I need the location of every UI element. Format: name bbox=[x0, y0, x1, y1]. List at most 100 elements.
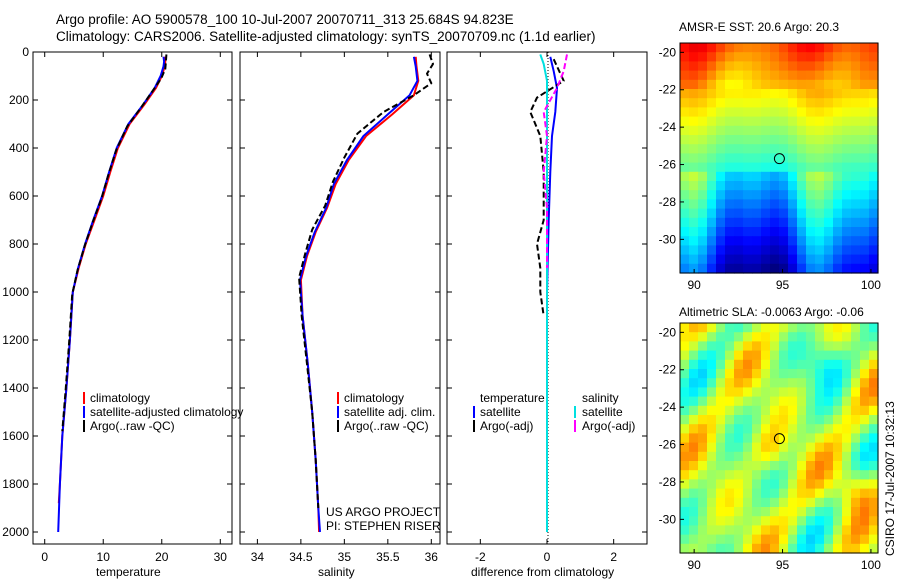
heatmap-cell bbox=[806, 190, 816, 200]
heatmap-cell bbox=[743, 415, 753, 425]
heatmap-cell bbox=[716, 396, 726, 407]
salinity-axes-frame bbox=[239, 51, 441, 545]
heatmap-cell bbox=[689, 470, 699, 480]
heatmap-cell bbox=[824, 162, 834, 173]
heatmap-cell bbox=[716, 171, 726, 182]
heatmap-cell bbox=[779, 153, 789, 164]
heatmap-cell bbox=[860, 144, 870, 154]
series-line-argo bbox=[61, 54, 168, 432]
heatmap-cell bbox=[833, 98, 843, 108]
heatmap-cell bbox=[833, 516, 843, 526]
heatmap-cell bbox=[797, 516, 807, 526]
heatmap-cell bbox=[833, 208, 843, 219]
heatmap-cell bbox=[761, 470, 771, 480]
heatmap-cell bbox=[842, 98, 852, 108]
heatmap-cell bbox=[689, 497, 699, 508]
heatmap-cell bbox=[842, 507, 852, 517]
heatmap-cell bbox=[779, 98, 789, 108]
heatmap-cell bbox=[842, 43, 852, 53]
heatmap-cell bbox=[806, 433, 816, 444]
heatmap-cell bbox=[770, 332, 780, 342]
heatmap-cell bbox=[689, 387, 699, 398]
heatmap-cell bbox=[788, 135, 798, 145]
heatmap-cell bbox=[752, 116, 762, 127]
legend-label-sal-satellite: satellite bbox=[582, 405, 623, 419]
heatmap-cell bbox=[689, 543, 699, 554]
heatmap-cell bbox=[743, 70, 753, 81]
heatmap-cell bbox=[851, 332, 861, 342]
heatmap-cell bbox=[725, 488, 735, 499]
heatmap-cell bbox=[743, 98, 753, 108]
sst-argo-location-marker bbox=[773, 153, 785, 165]
heatmap-cell bbox=[716, 208, 726, 219]
heatmap-cell bbox=[842, 217, 852, 228]
heatmap-cell bbox=[725, 341, 735, 352]
heatmap-cell bbox=[797, 116, 807, 127]
heatmap-cell bbox=[716, 359, 726, 370]
heatmap-cell bbox=[680, 525, 690, 536]
heatmap-cell bbox=[869, 497, 879, 508]
heatmap-cell bbox=[806, 534, 816, 545]
heatmap-cell bbox=[833, 405, 843, 416]
heatmap-cell bbox=[806, 525, 816, 536]
heatmap-cell bbox=[761, 263, 771, 274]
heatmap-cell bbox=[716, 43, 726, 53]
heatmap-cell bbox=[743, 135, 753, 145]
heatmap-cell bbox=[797, 378, 807, 388]
heatmap-cell bbox=[824, 415, 834, 425]
heatmap-cell bbox=[707, 543, 717, 554]
heatmap-cell bbox=[725, 424, 735, 434]
heatmap-cell bbox=[707, 516, 717, 526]
heatmap-cell bbox=[761, 236, 771, 246]
heatmap-cell bbox=[806, 98, 816, 108]
heatmap-cell bbox=[743, 61, 753, 72]
heatmap-cell bbox=[752, 470, 762, 480]
heatmap-cell bbox=[680, 516, 690, 526]
heatmap-cell bbox=[680, 70, 690, 81]
heatmap-cell bbox=[689, 107, 699, 118]
heatmap-cell bbox=[734, 98, 744, 108]
heatmap-cell bbox=[743, 488, 753, 499]
heatmap-cell bbox=[707, 144, 717, 154]
legend-label-temp-argo: Argo(-adj) bbox=[480, 419, 533, 433]
heatmap-cell bbox=[788, 479, 798, 490]
heatmap-cell bbox=[698, 424, 708, 434]
heatmap-cell bbox=[716, 332, 726, 342]
heatmap-cell bbox=[707, 236, 717, 246]
heatmap-cell bbox=[689, 89, 699, 99]
heatmap-cell bbox=[860, 217, 870, 228]
heatmap-cell bbox=[716, 89, 726, 99]
heatmap-cell bbox=[707, 396, 717, 407]
heatmap-cell bbox=[815, 378, 825, 388]
heatmap-cell bbox=[734, 135, 744, 145]
heatmap-cell bbox=[860, 470, 870, 480]
heatmap-cell bbox=[788, 254, 798, 265]
heatmap-cell bbox=[698, 79, 708, 90]
heatmap-cell bbox=[707, 497, 717, 508]
heatmap-cell bbox=[824, 61, 834, 72]
heatmap-cell bbox=[707, 98, 717, 108]
heatmap-cell bbox=[752, 245, 762, 256]
pi-label: PI: STEPHEN RISER bbox=[326, 519, 441, 533]
legend-heading-salinity: salinity bbox=[582, 391, 619, 405]
heatmap-cell bbox=[833, 378, 843, 388]
heatmap-cell bbox=[788, 415, 798, 425]
heatmap-cell bbox=[752, 144, 762, 154]
heatmap-cell bbox=[707, 52, 717, 62]
heatmap-cell bbox=[842, 497, 852, 508]
heatmap-cell bbox=[833, 70, 843, 81]
heatmap-cell bbox=[689, 190, 699, 200]
heatmap-cell bbox=[680, 451, 690, 462]
salinity-legend: climatology satellite adj. clim. Argo(..… bbox=[337, 391, 435, 433]
heatmap-cell bbox=[869, 543, 879, 554]
heatmap-cell bbox=[779, 89, 789, 99]
heatmap-cell bbox=[743, 263, 753, 274]
heatmap-cell bbox=[779, 79, 789, 90]
heatmap-cell bbox=[761, 396, 771, 407]
heatmap-cell bbox=[779, 116, 789, 127]
heatmap-cell bbox=[779, 341, 789, 352]
heatmap-cell bbox=[842, 171, 852, 182]
heatmap-cell bbox=[725, 479, 735, 490]
heatmap-cell bbox=[725, 516, 735, 526]
heatmap-cell bbox=[851, 125, 861, 136]
